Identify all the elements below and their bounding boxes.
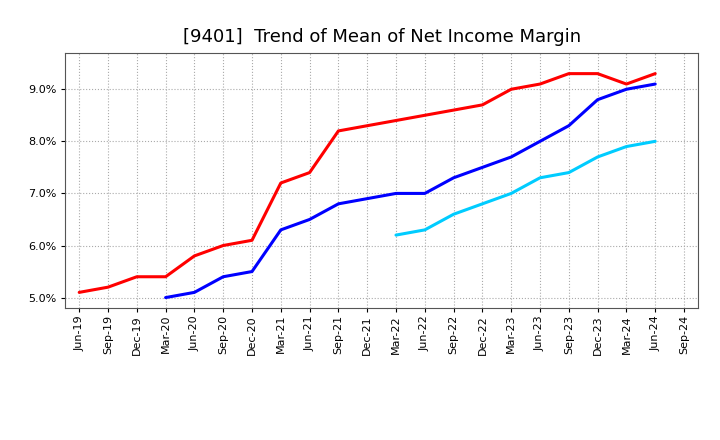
Title: [9401]  Trend of Mean of Net Income Margin: [9401] Trend of Mean of Net Income Margi… <box>183 28 580 46</box>
